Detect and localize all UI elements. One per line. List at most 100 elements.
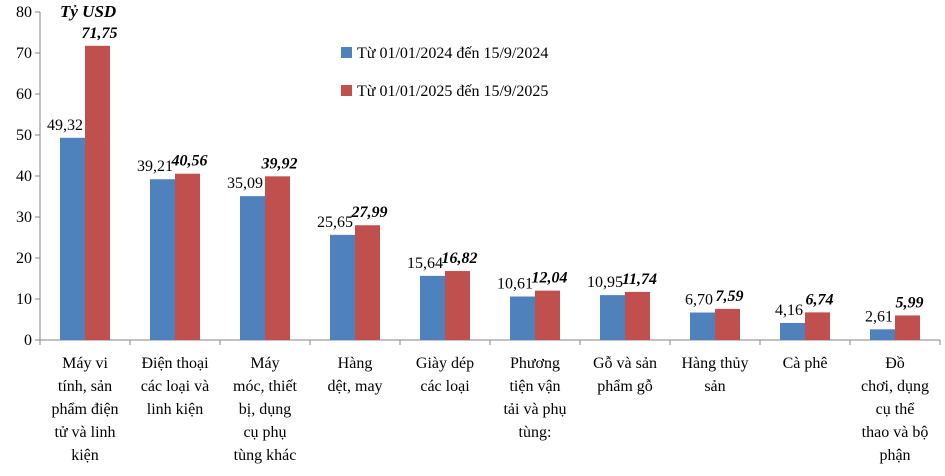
bar-2024 (780, 322, 805, 340)
value-label-2025: 16,82 (442, 250, 478, 267)
y-tick-label: 50 (16, 127, 32, 144)
y-tick-label: 40 (16, 168, 32, 185)
value-label-2025: 27,99 (351, 204, 388, 221)
value-label-2024: 10,61 (497, 275, 533, 292)
bar-2025 (535, 290, 560, 340)
bar-2024 (690, 312, 715, 340)
category-label: Điện thoại các loại và linh kiện (141, 355, 209, 418)
value-label-2024: 15,64 (407, 255, 443, 272)
category-label-line: Cà phê (783, 355, 828, 372)
category-label: Phương tiện vận tải và phụ tùng: (503, 355, 566, 441)
legend-swatch-2024 (341, 47, 352, 58)
category-label-line: Hàng (338, 355, 373, 372)
bar-2024 (870, 329, 895, 340)
category-label-line: kiện (71, 447, 99, 464)
bar-2025 (715, 308, 740, 340)
bar-2024 (240, 196, 265, 340)
y-tick-label: 30 (16, 209, 32, 226)
bar-2024 (510, 296, 535, 340)
category-label-line: các loại và (141, 378, 209, 395)
bar-2025 (625, 291, 650, 340)
y-tick-label: 10 (16, 291, 32, 308)
category-label: Máy móc, thiết bị, dụng cụ phụ tùng khác (233, 355, 298, 464)
category-label-line: Phương (510, 355, 560, 372)
value-label-2024: 10,95 (587, 274, 623, 291)
category-label-line: phẩm gỗ (597, 378, 653, 395)
y-tick-label: 70 (16, 45, 32, 62)
category-label-line: cụ thể (876, 401, 916, 418)
y-tick-label: 80 (16, 4, 32, 21)
value-label-2024: 39,21 (137, 158, 173, 175)
value-label-2024: 49,32 (47, 117, 83, 134)
bar-2024 (150, 179, 175, 340)
category-label: Máy vi tính, sản phẩm điện tử và linh kiện (51, 355, 118, 464)
bar-2025 (805, 312, 830, 340)
value-label-2025: 71,75 (82, 25, 118, 42)
value-label-2025: 39,92 (261, 155, 298, 172)
category-label-line: Máy (250, 355, 279, 372)
category-label-line: cụ phụ (243, 424, 286, 441)
value-label-2024: 2,61 (865, 308, 893, 325)
bar-2025 (445, 271, 470, 340)
bar-2025 (265, 176, 290, 340)
bar-2024 (600, 295, 625, 340)
legend-swatch-2025 (341, 85, 352, 96)
category-label-line: phẩm điện (51, 401, 118, 418)
legend: Từ 01/01/2024 đến 15/9/2024 Từ 01/01/2025… (341, 45, 548, 100)
value-label-2024: 6,70 (685, 292, 713, 309)
category-label-line: thao và bộ (862, 424, 929, 441)
category-label-line: Máy vi (62, 355, 108, 372)
bar-2025 (895, 315, 920, 340)
bar-2025 (355, 225, 380, 340)
bar-2025 (175, 173, 200, 340)
y-tick-label: 60 (16, 86, 32, 103)
value-label-2025: 40,56 (171, 153, 208, 170)
category-label: Đồ chơi, dụng cụ thể thao và bộ phận (861, 355, 929, 464)
category-label-line: tử và linh (54, 424, 115, 441)
category-label-line: các loại (420, 378, 470, 395)
value-label-2024: 25,65 (317, 214, 353, 231)
category-label-line: tính, sản (58, 378, 112, 395)
bar-2024 (60, 137, 85, 340)
category-label-line: dệt, may (327, 378, 382, 395)
bar-2024 (330, 234, 355, 340)
bar-2025 (85, 45, 110, 340)
value-label-2025: 12,04 (532, 270, 568, 287)
legend-label-2025: Từ 01/01/2025 đến 15/9/2025 (357, 83, 548, 100)
category-label-line: linh kiện (147, 401, 203, 418)
category-label-line: móc, thiết (233, 378, 298, 395)
category-label-line: sản (704, 378, 725, 395)
category-label: Cà phê (783, 355, 828, 372)
category-label-line: bị, dụng (239, 401, 291, 418)
category-label-line: Hàng thủy (681, 355, 748, 372)
category-label-line: Gỗ và sản (593, 355, 657, 372)
value-label-2025: 5,99 (896, 294, 924, 311)
category-label-line: tiện vận (509, 378, 560, 395)
category-label-line: Điện thoại (141, 355, 209, 372)
category-label-line: chơi, dụng (861, 378, 929, 395)
value-label-2024: 35,09 (227, 175, 263, 192)
unit-label: Tỷ USD (60, 2, 116, 21)
category-label: Gỗ và sản phẩm gỗ (593, 355, 657, 395)
y-tick-label: 0 (24, 332, 32, 349)
category-label: Hàng dệt, may (327, 355, 382, 395)
category-label-line: tùng khác (234, 447, 297, 464)
category-label: Hàng thủy sản (681, 355, 748, 395)
value-label-2025: 7,59 (716, 288, 744, 305)
category-label-line: phận (879, 447, 910, 464)
value-label-2024: 4,16 (775, 302, 803, 319)
bar-2024 (420, 275, 445, 340)
category-label-line: tải và phụ (503, 401, 566, 418)
y-tick-label: 20 (16, 250, 32, 267)
legend-label-2024: Từ 01/01/2024 đến 15/9/2024 (357, 45, 548, 62)
category-labels: Máy vi tính, sản phẩm điện tử và linh kiện Đi… (51, 355, 929, 464)
category-label-line: Giày dép (416, 355, 474, 372)
bars (60, 45, 920, 340)
category-label-line: tùng: (519, 424, 552, 441)
value-label-2025: 6,74 (806, 291, 834, 308)
category-label: Giày dép các loại (416, 355, 474, 395)
value-label-2025: 11,74 (622, 271, 657, 288)
